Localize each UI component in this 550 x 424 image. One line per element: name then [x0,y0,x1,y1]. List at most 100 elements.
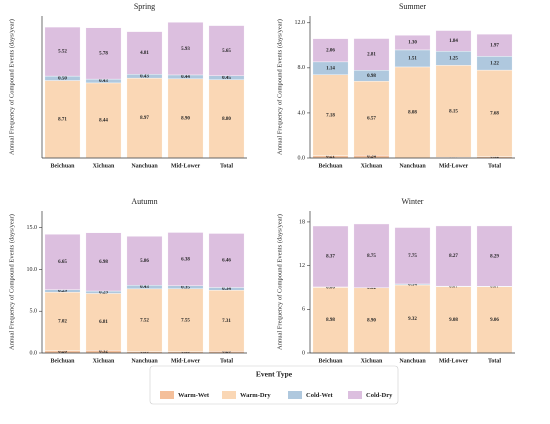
data-label: 0.32 [99,350,108,355]
bar-segment [85,27,122,80]
y-tick-label: 0.0 [30,350,38,356]
data-label: 6.57 [367,116,376,121]
data-label: 0.44 [181,75,190,80]
data-label: 0.34 [222,287,231,292]
data-label: 0.29 [99,290,108,295]
bar-segment [394,284,431,354]
data-label: 0.12 [490,155,499,160]
bar-segment [85,232,122,292]
x-tick-label: Nanchuan [131,163,158,169]
y-tick-label: 0 [302,350,305,356]
data-label: 6.81 [99,320,108,325]
bar-segment [44,234,81,290]
bar-segment [208,79,245,159]
data-label: 7.02 [58,320,67,325]
data-label: 5.86 [140,259,149,264]
data-label: 6.38 [181,257,190,262]
data-label: 7.18 [326,113,335,118]
legend-label: Cold-Dry [366,392,393,399]
data-label: 6.65 [58,260,67,265]
panel-title: Winter [402,197,424,206]
bar-segment [126,288,163,352]
data-label: 8.29 [490,254,499,259]
x-tick-label: Mid-Lower [171,358,201,364]
data-label: 8.75 [367,254,376,259]
y-tick-label: 5.0 [30,309,38,315]
y-tick-label: 12 [299,263,305,269]
x-tick-label: Nanchuan [399,358,426,364]
data-label: 8.97 [140,116,149,121]
x-tick-label: Beichuan [318,358,343,364]
data-label: 8.37 [326,255,335,260]
legend-label: Warm-Dry [240,392,271,399]
bar-segment [44,291,81,352]
legend-box [149,365,399,405]
data-label: 8.90 [181,116,190,121]
bar-segment [312,74,349,156]
data-label: 1.25 [449,56,458,61]
data-label: 0.02 [367,286,376,291]
bar-segment [208,233,245,288]
data-label: 1.51 [408,57,417,62]
data-label: 0.06 [326,285,335,290]
y-tick-label: 10.0 [27,267,38,273]
data-label: 8.90 [367,318,376,323]
bar-segment [394,35,431,51]
legend-swatch [288,391,302,399]
x-tick-label: Xichuan [361,163,383,169]
bar-segment [476,69,513,157]
data-label: 8.15 [449,109,458,114]
bar-segment [85,293,122,351]
bar-segment [167,78,204,159]
x-tick-label: Beichuan [50,358,75,364]
bar-segment [85,82,122,159]
bar-segment [126,236,163,286]
data-label: 8.44 [99,119,108,124]
data-label: 0.20 [222,350,231,355]
data-label: 7.31 [222,319,231,324]
data-label: 0.43 [99,79,108,84]
data-label: 0.24 [367,155,376,160]
data-label: 7.68 [490,112,499,117]
data-label: 8.98 [326,318,335,323]
bar-segment [208,25,245,76]
y-axis-label: Annual Frequency of Compound Events (day… [8,19,15,155]
data-label: 0.07 [449,285,458,290]
data-label: 5.93 [181,47,190,52]
x-tick-label: Mid-Lower [171,163,201,169]
x-tick-label: Total [488,358,501,364]
bar-segment [476,286,513,353]
data-label: 0.29 [58,289,67,294]
data-label: 0.14 [408,283,417,288]
bar-segment [435,30,472,52]
bar-segment [167,288,204,352]
legend-swatch [348,391,362,399]
data-label: 1.22 [490,61,499,66]
legend-label: Warm-Wet [178,392,210,399]
bar-segment [476,33,513,57]
bar-segment [44,26,81,77]
panel-title: Summer [399,2,426,11]
data-label: 1.14 [326,66,335,71]
y-tick-label: 18 [299,219,305,225]
data-label: 7.52 [140,318,149,323]
x-tick-label: Xichuan [93,163,115,169]
data-label: 1.30 [408,41,417,46]
bar-segment [353,287,390,353]
bar-segment [44,80,81,159]
data-label: 0.98 [367,74,376,79]
data-label: 6.46 [222,259,231,264]
data-label: 5.52 [58,50,67,55]
legend-swatch [160,391,174,399]
y-tick-label: 12.0 [295,20,306,26]
x-tick-label: Nanchuan [399,163,426,169]
data-label: 0.21 [326,155,335,160]
x-tick-label: Total [220,163,233,169]
bar-segment [435,286,472,353]
y-tick-label: 0.0 [298,155,306,161]
data-label: 5.78 [99,52,108,57]
data-label: 2.06 [326,48,335,53]
data-label: 0.35 [181,285,190,290]
data-label: 9.06 [490,318,499,323]
